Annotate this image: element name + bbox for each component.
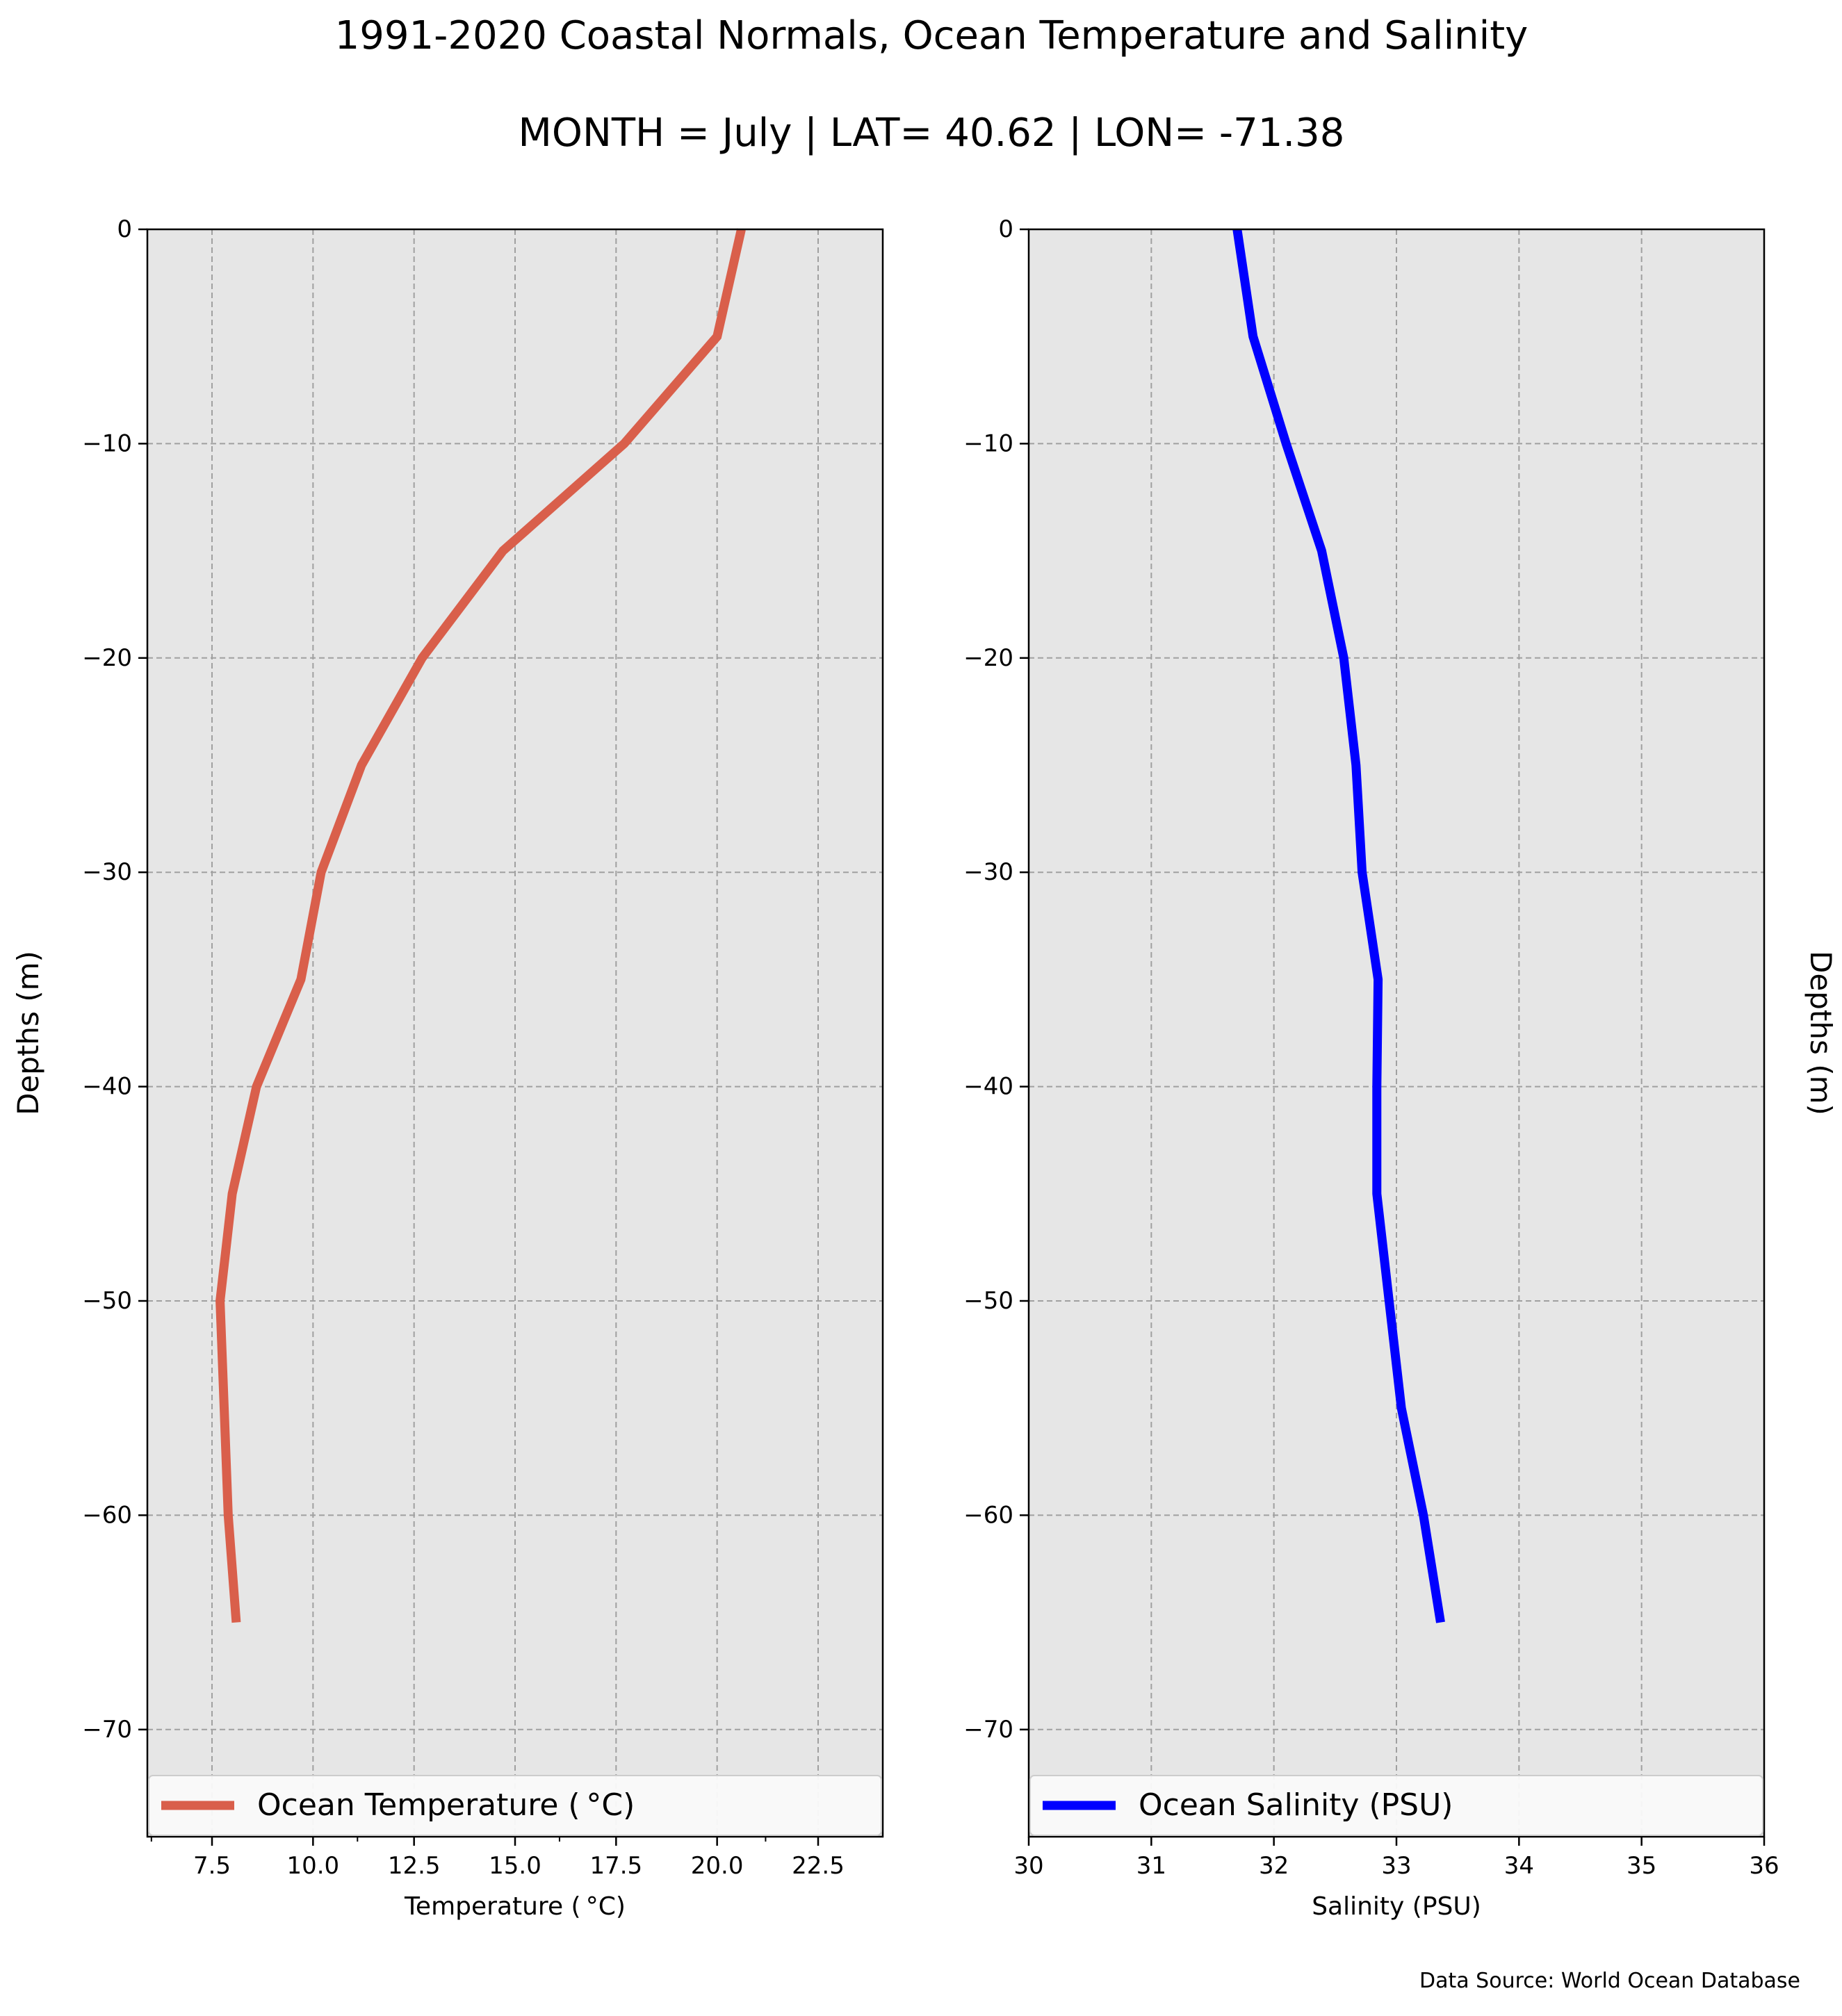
temperature-ytick-label: −40 [82, 1073, 132, 1101]
salinity-series-line [1232, 229, 1445, 1623]
salinity-xtick-label: 35 [1627, 1852, 1656, 1880]
salinity-ytick-label: −30 [963, 858, 1013, 886]
salinity-ytick-label: −40 [963, 1073, 1013, 1101]
salinity-legend: Ocean Salinity (PSU) [1029, 1775, 1763, 1836]
salinity-legend-box [1029, 1775, 1763, 1836]
salinity-xtick-label: 34 [1504, 1852, 1534, 1880]
temperature-series-line [215, 228, 746, 1623]
temperature-xtick-label: 15.0 [489, 1852, 541, 1880]
temperature-xtick-label: 10.0 [286, 1852, 339, 1880]
temperature-ytick-label: −10 [82, 429, 132, 457]
temperature-legend-label: Ocean Temperature ( °C) [257, 1787, 635, 1823]
salinity-ytick-label: −20 [963, 644, 1013, 672]
temperature-chart: 0 −10 −20 −30 −40 −50 −60 −70 7.5 10.0 12.5 15.0 17.… [11, 215, 884, 1921]
salinity-xaxis-label: Salinity (PSU) [1312, 1892, 1481, 1921]
temperature-xtick-label: 7.5 [193, 1852, 231, 1880]
temperature-y-axis: 0 −10 −20 −30 −40 −50 −60 −70 [82, 215, 147, 1744]
temperature-ytick-label: −50 [82, 1287, 132, 1315]
salinity-ytick-label: −70 [963, 1716, 1013, 1744]
salinity-ytick-label: −10 [963, 429, 1013, 457]
figure-title: 1991-2020 Coastal Normals, Ocean Tempera… [335, 13, 1529, 58]
temperature-yaxis-label: Depths (m) [11, 951, 45, 1115]
salinity-xtick-label: 36 [1749, 1852, 1779, 1880]
temperature-ytick-label: −20 [82, 644, 132, 672]
salinity-xtick-label: 32 [1259, 1852, 1289, 1880]
temperature-xtick-label: 17.5 [589, 1852, 642, 1880]
temperature-xtick-label: 20.0 [691, 1852, 744, 1880]
temperature-xtick-label: 22.5 [792, 1852, 845, 1880]
figure-subtitle: MONTH = July | LAT= 40.62 | LON= -71.38 [519, 110, 1345, 156]
data-source-note: Data Source: World Ocean Database [1419, 1969, 1800, 1993]
salinity-xtick-label: 30 [1013, 1852, 1043, 1880]
salinity-ytick-label: 0 [998, 215, 1013, 243]
temperature-ytick-label: −70 [82, 1716, 132, 1744]
salinity-x-axis: 30 31 32 33 34 35 36 [1013, 1837, 1779, 1880]
salinity-xtick-label: 31 [1136, 1852, 1166, 1880]
salinity-chart: 0 −10 −20 −30 −40 −50 −60 −70 30 31 32 33 34 35 36 Sali… [963, 215, 1838, 1921]
temperature-xaxis-label: Temperature ( °C) [404, 1892, 626, 1921]
temperature-xtick-label: 12.5 [388, 1852, 441, 1880]
salinity-ytick-label: −50 [963, 1287, 1013, 1315]
temperature-ytick-label: −60 [82, 1501, 132, 1529]
temperature-ytick-label: 0 [117, 215, 132, 243]
salinity-y-axis: 0 −10 −20 −30 −40 −50 −60 −70 [963, 215, 1029, 1744]
temperature-x-axis: 7.5 10.0 12.5 15.0 17.5 20.0 22.5 [150, 1837, 845, 1880]
salinity-ytick-label: −60 [963, 1501, 1013, 1529]
temperature-ytick-label: −30 [82, 858, 132, 886]
salinity-legend-label: Ocean Salinity (PSU) [1139, 1787, 1453, 1823]
temperature-legend: Ocean Temperature ( °C) [148, 1775, 882, 1836]
temperature-legend-box [148, 1775, 882, 1836]
salinity-xtick-label: 33 [1381, 1852, 1411, 1880]
salinity-yaxis-label: Depths (m) [1804, 951, 1838, 1115]
